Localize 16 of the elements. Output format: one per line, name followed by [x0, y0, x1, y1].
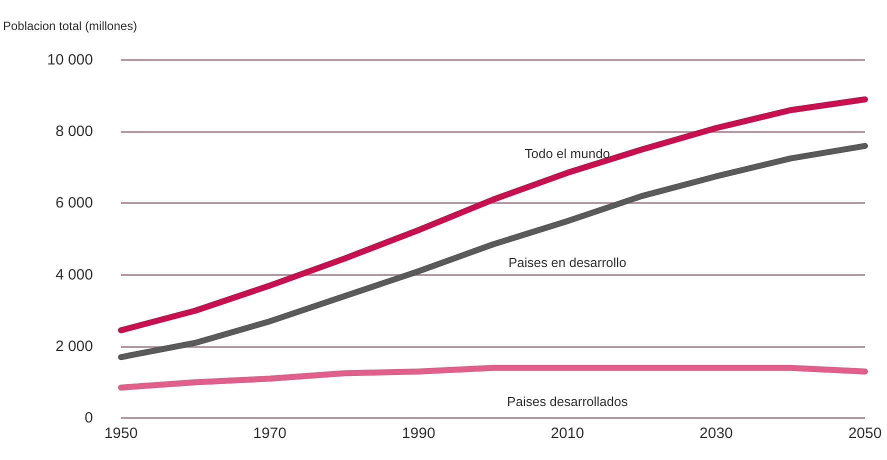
y-tick-label: 8 000 [55, 123, 93, 140]
x-tick-label: 1970 [253, 425, 286, 442]
x-tick-label: 2030 [700, 425, 733, 442]
y-axis-title: Poblacion total (millones) [3, 19, 138, 33]
series-label: Todo el mundo [524, 146, 610, 161]
series-label: Paises en desarrollo [508, 255, 626, 270]
series-label: Paises desarrollados [507, 394, 628, 409]
y-tick-label: 0 [84, 410, 93, 426]
x-tick-label: 2050 [848, 425, 882, 442]
x-tick-label: 1950 [104, 425, 138, 442]
y-tick-label: 6 000 [55, 194, 93, 212]
y-tick-label: 4 000 [55, 266, 93, 284]
y-tick-label: 10 000 [47, 52, 93, 68]
x-tick-label: 1990 [402, 425, 436, 442]
x-tick-label: 2010 [550, 425, 584, 442]
y-tick-label: 2 000 [55, 338, 93, 355]
